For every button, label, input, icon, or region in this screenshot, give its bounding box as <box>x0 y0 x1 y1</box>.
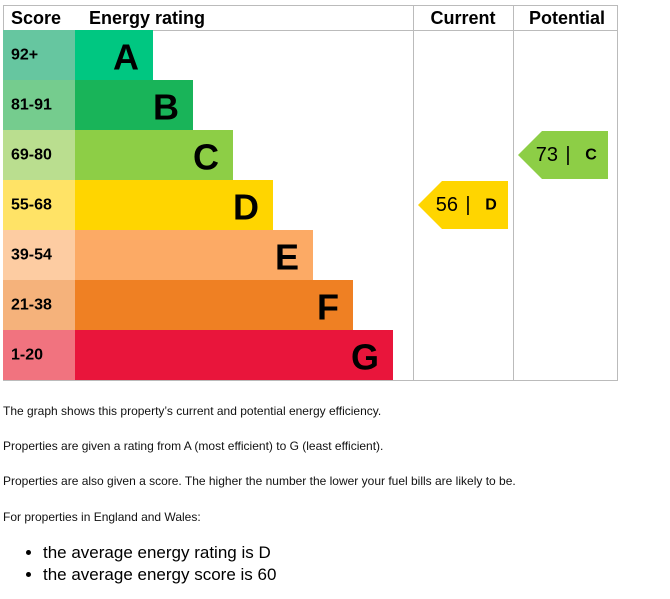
bullet-list: the average energy rating is D the avera… <box>0 542 276 586</box>
score-cell <box>3 230 75 280</box>
rating-letter: F <box>317 287 339 328</box>
score-label: 1-20 <box>11 347 43 364</box>
score-cell <box>3 80 75 130</box>
paragraph: The graph shows this property’s current … <box>3 404 382 418</box>
rating-letter: D <box>233 187 259 228</box>
rating-letter: B <box>153 87 179 128</box>
paragraph: Properties are given a rating from A (mo… <box>3 439 384 453</box>
rating-letter: E <box>275 237 299 278</box>
score-cell <box>3 330 75 380</box>
score-cell <box>3 30 75 80</box>
current-value: 56 <box>436 194 458 216</box>
rating-bar <box>75 80 193 130</box>
score-header: Score <box>11 8 61 28</box>
rating-bar <box>75 30 153 80</box>
score-label: 21-38 <box>11 297 52 314</box>
potential-header: Potential <box>529 8 605 28</box>
score-cell <box>3 130 75 180</box>
paragraph: Properties are also given a score. The h… <box>3 474 516 488</box>
rating-bar <box>75 130 233 180</box>
rating-letter: G <box>351 337 379 378</box>
score-cell <box>3 180 75 230</box>
rating-letter: A <box>113 37 139 78</box>
potential-arrow <box>518 131 608 179</box>
rating-bar <box>75 280 353 330</box>
score-label: 92+ <box>11 47 38 64</box>
score-label: 55-68 <box>11 197 52 214</box>
score-label: 69-80 <box>11 147 52 164</box>
potential-separator: | <box>565 144 570 166</box>
score-cell <box>3 280 75 330</box>
epc-chart: Score Energy rating Current Potential 92… <box>3 5 618 381</box>
rating-bar <box>75 330 393 380</box>
score-label: 39-54 <box>11 247 52 264</box>
potential-letter: C <box>585 147 597 164</box>
rating-letter: C <box>193 137 219 178</box>
current-header: Current <box>430 8 495 28</box>
current-letter: D <box>485 197 497 214</box>
rating-header: Energy rating <box>89 8 205 28</box>
current-separator: | <box>465 194 470 216</box>
score-label: 81-91 <box>11 97 52 114</box>
rating-bar <box>75 230 313 280</box>
rating-bar <box>75 180 273 230</box>
paragraph: For properties in England and Wales: <box>3 510 201 524</box>
bullet: the average energy rating is D <box>43 542 276 564</box>
bullet: the average energy score is 60 <box>43 564 276 586</box>
potential-value: 73 <box>536 144 558 166</box>
current-arrow <box>418 181 508 229</box>
